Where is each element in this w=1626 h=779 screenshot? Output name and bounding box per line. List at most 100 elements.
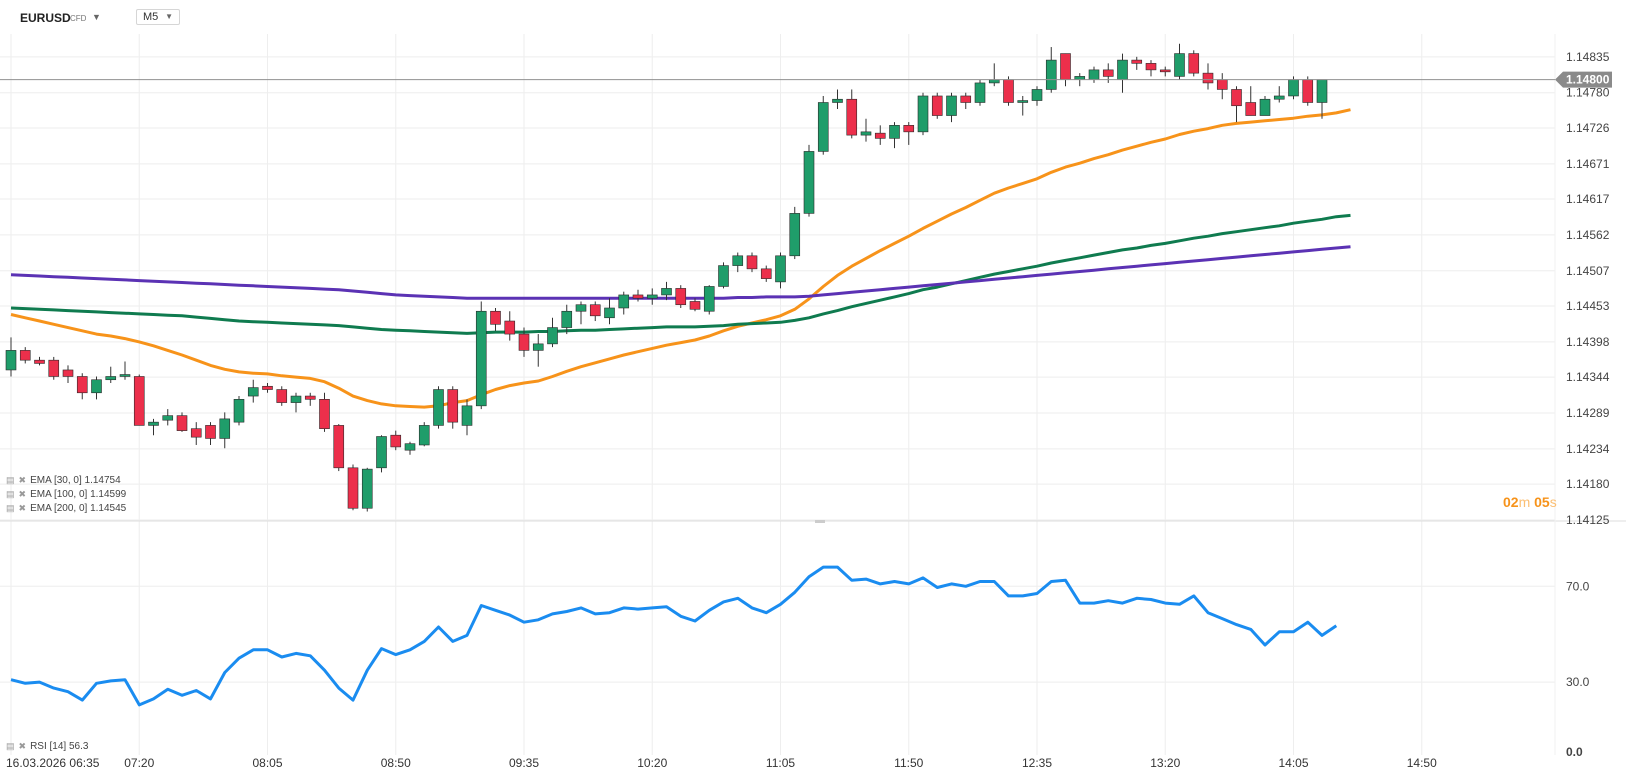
price-tick-label: 1.14234 (1566, 442, 1610, 456)
settings-icon[interactable]: ▤ (6, 475, 15, 485)
candle-body (461, 405, 473, 426)
time-tick-label: 13:20 (1150, 756, 1180, 770)
candle-body (860, 131, 872, 136)
candle (290, 392, 302, 413)
candle-body (376, 436, 387, 469)
candle (874, 125, 886, 145)
candle-body (775, 255, 786, 283)
indicator-ema200-legend[interactable]: ▤ ✖ EMA [200, 0] 1.14545 (6, 503, 126, 514)
candle (219, 412, 231, 449)
candle (447, 386, 459, 429)
candle (803, 144, 815, 217)
current-price-tag-shape (1555, 71, 1612, 88)
time-tick-label: 09:35 (509, 756, 539, 770)
candle (632, 289, 644, 302)
price-tick-label: 1.14289 (1566, 406, 1610, 420)
candle (190, 422, 202, 445)
candle-body (1302, 79, 1314, 103)
candle-body (732, 255, 744, 266)
candle (760, 265, 772, 282)
candle (433, 386, 444, 429)
indicator-ema100-legend[interactable]: ▤ ✖ EMA [100, 0] 1.14599 (6, 489, 126, 500)
settings-icon[interactable]: ▤ (6, 741, 15, 751)
close-icon[interactable]: ✖ (18, 475, 27, 485)
candle-body (547, 327, 558, 345)
candle-body (974, 82, 986, 103)
close-icon[interactable]: ✖ (18, 503, 27, 513)
candle (1145, 60, 1157, 77)
candle (76, 373, 88, 400)
candle (148, 418, 159, 436)
countdown-sec-unit: s (1549, 494, 1557, 510)
rsi-tick-label: 30.0 (1566, 675, 1590, 689)
time-tick-label: 11:05 (766, 756, 795, 770)
candle (319, 392, 330, 432)
candle (376, 435, 387, 473)
candle-body (1060, 53, 1071, 80)
candle (575, 301, 587, 325)
candle (262, 383, 273, 393)
candle-body (817, 102, 829, 152)
candle (1174, 43, 1185, 80)
candle (247, 379, 259, 403)
candle (404, 441, 416, 455)
candle-body (219, 418, 231, 439)
settings-icon[interactable]: ▤ (6, 503, 15, 513)
indicator-ema30-legend[interactable]: ▤ ✖ EMA [30, 0] 1.14754 (6, 475, 121, 486)
pane-resize-handle (815, 520, 825, 523)
time-tick-label: 11:50 (894, 756, 923, 770)
close-icon[interactable]: ✖ (18, 489, 27, 499)
candle-body (490, 310, 501, 325)
indicator-rsi-label: RSI [14] 56.3 (30, 741, 89, 752)
candle (889, 122, 900, 149)
candle-body (532, 343, 544, 351)
timeframe-select[interactable]: M5 ▼ (136, 9, 180, 25)
candles (5, 43, 1328, 512)
candle (1245, 86, 1257, 116)
time-tick-label: 12:35 (1022, 756, 1052, 770)
rsi-line (10, 565, 1338, 707)
candle (689, 298, 701, 312)
symbol-dropdown-chevron-icon[interactable]: ▼ (92, 12, 101, 22)
chart-toolbar: EURUSD CFD ▼ M5 ▼ (0, 0, 1626, 34)
symbol-name[interactable]: EURUSD (20, 11, 71, 25)
candle-body (1102, 69, 1114, 77)
candle (960, 92, 972, 110)
close-icon[interactable]: ✖ (18, 741, 27, 751)
candle (832, 89, 843, 110)
candle (276, 386, 288, 406)
candle-body (760, 268, 772, 279)
candle-body (1216, 79, 1228, 90)
candle (532, 334, 544, 367)
candle (91, 376, 102, 400)
candle-body (903, 125, 915, 133)
candle-body (1088, 69, 1100, 80)
candle (504, 311, 516, 341)
candle-body (1145, 63, 1157, 71)
candle (547, 317, 558, 348)
candle (1188, 50, 1200, 77)
candle (646, 288, 658, 305)
candle-body (1231, 89, 1242, 107)
price-tick-label: 1.14398 (1566, 335, 1610, 349)
candle (333, 424, 345, 472)
ema30-line (10, 108, 1351, 409)
candle (48, 356, 60, 380)
candle (661, 281, 672, 301)
candle (732, 252, 744, 273)
candle-body (1031, 89, 1043, 101)
time-tick-label: 10:20 (637, 756, 667, 770)
rsi-tick-label: 0.0 (1566, 745, 1583, 759)
candle (233, 396, 245, 426)
candle-body (304, 395, 316, 400)
indicator-rsi-legend[interactable]: ▤ ✖ RSI [14] 56.3 (6, 741, 88, 752)
candle-body (518, 333, 530, 351)
time-tick-label: 07:20 (124, 756, 154, 770)
candle (361, 467, 373, 512)
settings-icon[interactable]: ▤ (6, 489, 15, 499)
candle-body (48, 359, 60, 377)
candle-body (1316, 79, 1328, 103)
candle-countdown: 02m 05s (1503, 494, 1557, 510)
candle-body (746, 255, 758, 270)
